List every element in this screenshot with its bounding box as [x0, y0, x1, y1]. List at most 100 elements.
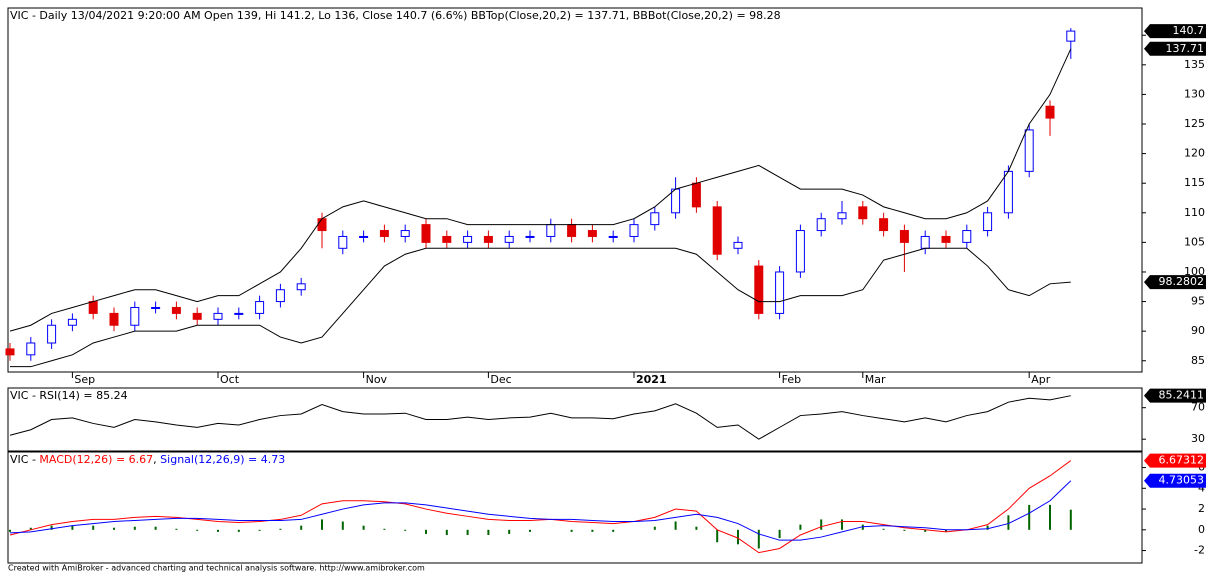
value-label-box — [1144, 473, 1206, 488]
footer: Created with AmiBroker - advanced charti… — [8, 564, 425, 573]
candle-body — [837, 212, 847, 220]
value-label-box — [1144, 453, 1206, 468]
candle-body — [26, 342, 36, 356]
candle-body — [899, 230, 909, 243]
value-label: 6.67312 — [1159, 454, 1205, 467]
candle-body — [691, 182, 701, 208]
candle-body — [442, 235, 452, 243]
candle-body — [941, 235, 951, 243]
candle-body — [359, 235, 369, 238]
candle-body — [463, 235, 473, 243]
candle-body — [754, 265, 764, 314]
candle-body — [296, 283, 306, 291]
candle-body — [587, 230, 597, 237]
panel-title: VIC - Daily 13/04/2021 9:20:00 AM Open 1… — [10, 9, 781, 22]
x-tick-label: Apr — [1031, 373, 1051, 386]
candle-body — [650, 212, 660, 226]
y-tick-label: 90 — [1191, 324, 1205, 337]
value-label: 137.71 — [1166, 42, 1205, 55]
value-label: 85.2411 — [1159, 389, 1205, 402]
candle-body — [109, 312, 119, 326]
candle-body — [879, 218, 889, 232]
candle-body — [629, 224, 639, 237]
candle-body — [67, 318, 77, 326]
y-tick-label: 135 — [1184, 58, 1205, 71]
series-line — [9, 395, 1071, 440]
candle-body — [213, 312, 223, 320]
value-label: 140.7 — [1173, 24, 1205, 37]
rsi-panel — [7, 387, 1143, 452]
candle-body — [130, 306, 140, 326]
candle-body — [775, 271, 785, 314]
value-label: 4.73053 — [1159, 474, 1205, 487]
candle-body — [192, 312, 202, 320]
candle-body — [5, 348, 15, 356]
value-label-box — [1144, 24, 1206, 39]
x-tick-label: 2021 — [636, 373, 667, 386]
x-tick-label: Feb — [782, 373, 801, 386]
y-tick-label: -2 — [1194, 544, 1205, 557]
x-tick-label: Oct — [220, 373, 240, 386]
price-panel — [7, 7, 1143, 373]
candle-body — [255, 301, 265, 314]
macd-panel — [7, 451, 1143, 564]
candle-body — [234, 312, 244, 315]
y-tick-label: 100 — [1184, 265, 1205, 278]
candle-body — [504, 235, 514, 243]
y-tick-label: 130 — [1184, 87, 1205, 100]
candle-body — [275, 289, 285, 303]
candle-body — [1045, 105, 1055, 119]
y-tick-label: 85 — [1191, 354, 1205, 367]
candle-body — [1003, 170, 1013, 214]
candle-body — [671, 188, 681, 214]
y-tick-label: 2 — [1198, 502, 1205, 515]
candle-body — [47, 324, 57, 344]
title-part: MACD(12,26) = 6.67 — [39, 453, 153, 466]
candle-body — [317, 218, 327, 232]
candle-body — [421, 224, 431, 243]
y-tick-label: 4 — [1198, 481, 1205, 494]
candle-body — [151, 306, 161, 309]
candle-body — [962, 230, 972, 243]
candle-body — [983, 212, 993, 232]
panel-title: VIC - RSI(14) = 85.24 — [10, 389, 128, 402]
candle-body — [712, 206, 722, 255]
value-label: 98.2802 — [1159, 275, 1205, 288]
y-tick-label: 110 — [1184, 206, 1205, 219]
candle-body — [525, 235, 535, 238]
candle-body — [795, 230, 805, 273]
candle-body — [379, 230, 389, 237]
title-part: VIC - — [10, 453, 39, 466]
candle-body — [338, 235, 348, 249]
title-part: , — [153, 453, 160, 466]
candle-body — [1024, 129, 1034, 172]
y-tick-label: 115 — [1184, 176, 1205, 189]
candle-body — [858, 206, 868, 220]
candle-body — [400, 230, 410, 237]
candle-body — [88, 301, 98, 314]
value-label-box — [1144, 275, 1206, 290]
series-line — [9, 48, 1072, 332]
candle-body — [567, 224, 577, 237]
value-label-box — [1144, 388, 1206, 403]
candle-body — [733, 241, 743, 249]
panel-title: VIC - MACD(12,26) = 6.67, Signal(12,26,9… — [10, 453, 285, 466]
y-tick-label: 105 — [1184, 235, 1205, 248]
candle-body — [608, 235, 618, 238]
y-tick-label: 70 — [1191, 401, 1205, 414]
candle-body — [171, 306, 181, 314]
candle-body — [483, 235, 493, 243]
candle-body — [920, 235, 930, 249]
y-tick-label: 95 — [1191, 295, 1205, 308]
y-tick-label: 30 — [1191, 432, 1205, 445]
candle-body — [1066, 30, 1076, 42]
x-tick-label: Mar — [865, 373, 886, 386]
y-tick-label: 120 — [1184, 147, 1205, 160]
y-tick-label: 0 — [1198, 523, 1205, 536]
candle-body — [546, 224, 556, 237]
x-tick-label: Sep — [74, 373, 95, 386]
series-line — [9, 480, 1072, 541]
title-part: Signal(12,26,9) = 4.73 — [160, 453, 285, 466]
